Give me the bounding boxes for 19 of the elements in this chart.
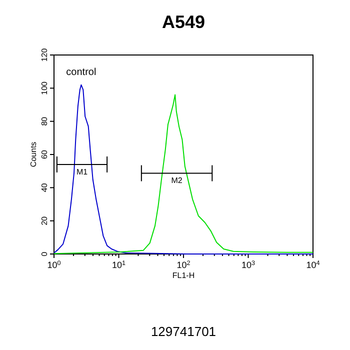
y-tick-label: 60 <box>40 150 49 159</box>
chart-title: A549 <box>162 12 206 32</box>
x-axis-title: FL1-H <box>172 271 195 280</box>
y-tick-label: 20 <box>40 216 49 226</box>
x-tick-label: 10$^{1}$ <box>112 260 126 270</box>
y-axis-title: Counts <box>29 142 38 168</box>
y-tick-label: 100 <box>40 80 49 95</box>
series-label: M2 <box>171 176 183 186</box>
x-tick-label: 10$^{3}$ <box>241 260 256 270</box>
series-label: control <box>66 66 96 78</box>
x-tick-label: 10$^{2}$ <box>176 260 191 270</box>
y-tick-label: 40 <box>40 182 49 192</box>
series-label: M1 <box>76 167 88 176</box>
y-tick-label: 80 <box>40 116 49 126</box>
y-tick-label: 120 <box>40 48 49 62</box>
x-tick-label: 10$^{0}$ <box>47 260 62 270</box>
y-tick-label: 0 <box>40 251 49 256</box>
text: 129741701 <box>150 324 216 339</box>
x-tick-label: 10$^{4}$ <box>306 260 320 270</box>
